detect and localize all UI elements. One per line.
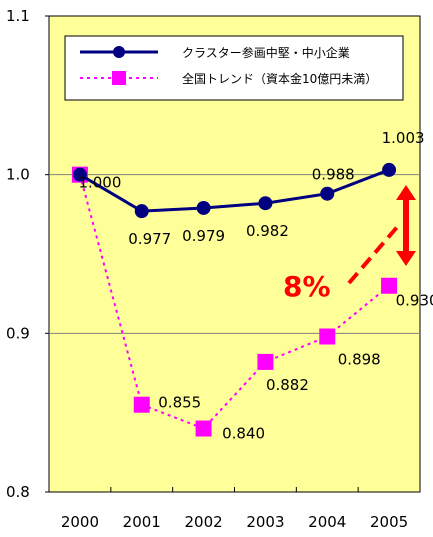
x-axis: 2000 2001 2002 2003 2004 2005 xyxy=(48,487,421,531)
series-2-data-label: 0.840 xyxy=(222,425,265,443)
series-1-data-label: 0.977 xyxy=(128,230,171,248)
series-1-point xyxy=(196,200,211,215)
difference-arrow-down-head xyxy=(396,251,416,266)
x-tick-label: 2000 xyxy=(61,513,99,531)
series-group xyxy=(71,162,398,437)
series-1-data-label: 0.982 xyxy=(246,222,289,240)
y-axis: 0.8 0.9 1.0 1.1 xyxy=(6,7,49,501)
difference-percent-label: 8% xyxy=(283,270,331,303)
series-line-1 xyxy=(79,168,390,213)
series-1-point xyxy=(320,186,335,201)
y-tick-label: 1.1 xyxy=(6,7,30,25)
x-tick-label: 2004 xyxy=(308,513,346,531)
series-1-point xyxy=(258,196,273,211)
difference-dashed-pointer xyxy=(347,224,400,285)
series-2-data-label: 0.898 xyxy=(338,351,381,369)
series-2-point xyxy=(257,353,274,370)
legend-marker-series-2 xyxy=(112,71,126,85)
series-1-point xyxy=(134,204,149,219)
series-2-data-label: 0.930 xyxy=(396,292,433,310)
series-1-data-label: 1.003 xyxy=(382,129,425,147)
difference-annotation: 8% xyxy=(283,185,416,303)
series-1-point xyxy=(72,167,87,182)
legend-label-series-1: クラスター参画中堅・中小企業 xyxy=(182,45,350,60)
series-line-2 xyxy=(78,174,390,430)
y-tick-label: 1.0 xyxy=(6,166,30,184)
grid-lines xyxy=(49,174,420,334)
series-2-point xyxy=(195,420,212,437)
series-1-point xyxy=(382,162,397,177)
x-tick-label: 2003 xyxy=(246,513,284,531)
series-2-point xyxy=(381,277,398,294)
series-1-data-label: 1.000 xyxy=(78,174,121,192)
x-tick-label: 2002 xyxy=(184,513,222,531)
series-2-point xyxy=(319,328,336,345)
legend: クラスター参画中堅・中小企業 全国トレンド（資本金10億円未満） xyxy=(64,35,404,101)
y-tick-label: 0.8 xyxy=(6,483,30,501)
series-2-data-label: 0.882 xyxy=(266,376,309,394)
series-1-data-label: 0.979 xyxy=(182,227,225,245)
difference-arrow-up-head xyxy=(396,185,416,200)
series-2-point xyxy=(133,396,150,413)
series-1-data-label: 0.988 xyxy=(312,166,355,184)
x-tick-label: 2001 xyxy=(123,513,161,531)
series-2-data-label: 0.855 xyxy=(158,394,201,412)
y-tick-label: 0.9 xyxy=(6,324,30,342)
data-labels: 1.000 0.977 0.979 0.982 0.988 1.003 0.855 0.840… xyxy=(78,129,433,443)
x-tick-label: 2005 xyxy=(370,513,408,531)
legend-marker-series-1 xyxy=(113,46,125,58)
legend-label-series-2: 全国トレンド（資本金10億円未満） xyxy=(182,71,377,86)
